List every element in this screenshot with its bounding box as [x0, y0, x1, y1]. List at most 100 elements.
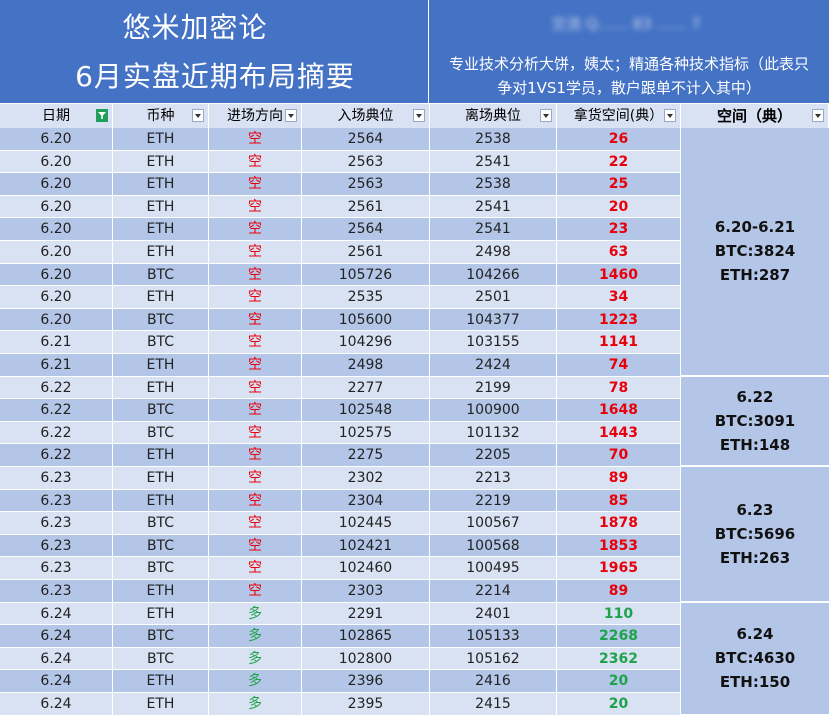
- cell-entry: 2561: [302, 241, 430, 264]
- cell-date: 6.20: [0, 218, 113, 241]
- cell-date: 6.22: [0, 399, 113, 422]
- summary-block: 6.24 BTC:4630 ETH:150: [681, 602, 829, 716]
- cell-entry: 102800: [302, 647, 430, 671]
- cell-exit: 2213: [430, 467, 557, 490]
- cell-direction: 空: [209, 241, 302, 264]
- cell-direction: 空: [209, 218, 302, 241]
- cell-date: 6.20: [0, 286, 113, 309]
- cell-coin: BTC: [113, 625, 209, 648]
- column-header-space: 拿货空间(典）: [557, 104, 681, 128]
- cell-entry: 2564: [302, 218, 430, 241]
- cell-exit: 2199: [430, 376, 557, 400]
- column-header-label: 入场典位: [337, 108, 394, 124]
- cell-entry: 2396: [302, 670, 430, 693]
- cell-space: 22: [557, 150, 681, 174]
- cell-coin: ETH: [113, 218, 209, 241]
- cell-date: 6.20: [0, 173, 113, 196]
- filter-active-icon[interactable]: [96, 109, 108, 122]
- cell-date: 6.24: [0, 670, 113, 693]
- cell-coin: BTC: [113, 421, 209, 445]
- title-banner: 悠米加密论 6月实盘近期布局摘要: [0, 0, 428, 103]
- cell-direction: 多: [209, 647, 302, 671]
- table-row: 6.22 BTC 空 102575 101132 1443: [0, 421, 681, 445]
- cell-space: 25: [557, 173, 681, 196]
- cell-exit: 2415: [430, 693, 557, 716]
- cell-space: 2362: [557, 647, 681, 671]
- cell-date: 6.24: [0, 647, 113, 671]
- cell-coin: BTC: [113, 331, 209, 354]
- cell-entry: 2302: [302, 467, 430, 490]
- cell-exit: 2538: [430, 173, 557, 196]
- cell-coin: ETH: [113, 693, 209, 716]
- summary-btc: BTC:3824: [714, 242, 796, 261]
- cell-exit: 2541: [430, 150, 557, 174]
- cell-space: 63: [557, 241, 681, 264]
- cell-entry: 2563: [302, 173, 430, 196]
- cell-coin: ETH: [113, 195, 209, 219]
- cell-coin: ETH: [113, 602, 209, 626]
- cell-exit: 2205: [430, 444, 557, 467]
- column-header-label: 离场典位: [465, 108, 521, 124]
- cell-space: 26: [557, 128, 681, 151]
- cell-date: 6.20: [0, 308, 113, 332]
- table-row: 6.24 BTC 多 102865 105133 2268: [0, 625, 681, 648]
- cell-exit: 100495: [430, 557, 557, 580]
- cell-direction: 空: [209, 467, 302, 490]
- cell-direction: 空: [209, 286, 302, 309]
- cell-exit: 104377: [430, 308, 557, 332]
- cell-space: 70: [557, 444, 681, 467]
- table-row: 6.20 ETH 空 2563 2541 22: [0, 150, 681, 174]
- filter-dropdown-icon[interactable]: [664, 109, 676, 122]
- cell-exit: 2501: [430, 286, 557, 309]
- filter-dropdown-icon[interactable]: [812, 109, 824, 122]
- cell-entry: 102445: [302, 512, 430, 535]
- cell-entry: 2275: [302, 444, 430, 467]
- cell-entry: 105600: [302, 308, 430, 332]
- cell-coin: BTC: [113, 647, 209, 671]
- cell-space: 34: [557, 286, 681, 309]
- column-header-direction: 进场方向: [209, 104, 302, 128]
- filter-dropdown-icon[interactable]: [413, 109, 425, 122]
- cell-coin: BTC: [113, 263, 209, 287]
- cell-coin: BTC: [113, 534, 209, 558]
- column-header-label: 日期: [42, 108, 70, 124]
- cell-exit: 2538: [430, 128, 557, 151]
- column-header-summary: 空间（典）: [681, 104, 829, 128]
- cell-entry: 2291: [302, 602, 430, 626]
- cell-date: 6.23: [0, 467, 113, 490]
- cell-direction: 空: [209, 580, 302, 603]
- table-row: 6.23 ETH 空 2303 2214 89: [0, 580, 681, 603]
- cell-date: 6.24: [0, 693, 113, 716]
- cell-exit: 104266: [430, 263, 557, 287]
- cell-entry: 104296: [302, 331, 430, 354]
- cell-date: 6.23: [0, 580, 113, 603]
- cell-space: 23: [557, 218, 681, 241]
- cell-direction: 空: [209, 557, 302, 580]
- column-header-label: 进场方向: [227, 108, 283, 124]
- cell-space: 89: [557, 580, 681, 603]
- cell-coin: ETH: [113, 467, 209, 490]
- cell-entry: 102865: [302, 625, 430, 648]
- cell-direction: 空: [209, 354, 302, 377]
- cell-entry: 2395: [302, 693, 430, 716]
- cell-entry: 102575: [302, 421, 430, 445]
- cell-direction: 多: [209, 625, 302, 648]
- table-row: 6.23 ETH 空 2302 2213 89: [0, 467, 681, 490]
- cell-exit: 100568: [430, 534, 557, 558]
- cell-entry: 102460: [302, 557, 430, 580]
- summary-column: 6.20-6.21 BTC:3824 ETH:287 6.22 BTC:3091 ETH:…: [681, 128, 829, 719]
- filter-dropdown-icon[interactable]: [285, 109, 297, 122]
- description: 专业技术分析大饼，姨太；精通各种技术指标（此表只 争对1VS1学员，散户跟单不计…: [429, 52, 829, 100]
- description-banner: 交流 Q…… 83 …… 7 专业技术分析大饼，姨太；精通各种技术指标（此表只 …: [429, 0, 829, 103]
- table-row: 6.24 BTC 多 102800 105162 2362: [0, 647, 681, 671]
- filter-dropdown-icon[interactable]: [192, 109, 204, 122]
- cell-exit: 101132: [430, 421, 557, 445]
- cell-exit: 105162: [430, 647, 557, 671]
- filter-dropdown-icon[interactable]: [540, 109, 552, 122]
- table-row: 6.21 BTC 空 104296 103155 1141: [0, 331, 681, 354]
- column-header-label: 空间（典）: [716, 107, 792, 125]
- table-row: 6.23 BTC 空 102445 100567 1878: [0, 512, 681, 535]
- cell-direction: 空: [209, 421, 302, 445]
- cell-space: 20: [557, 670, 681, 693]
